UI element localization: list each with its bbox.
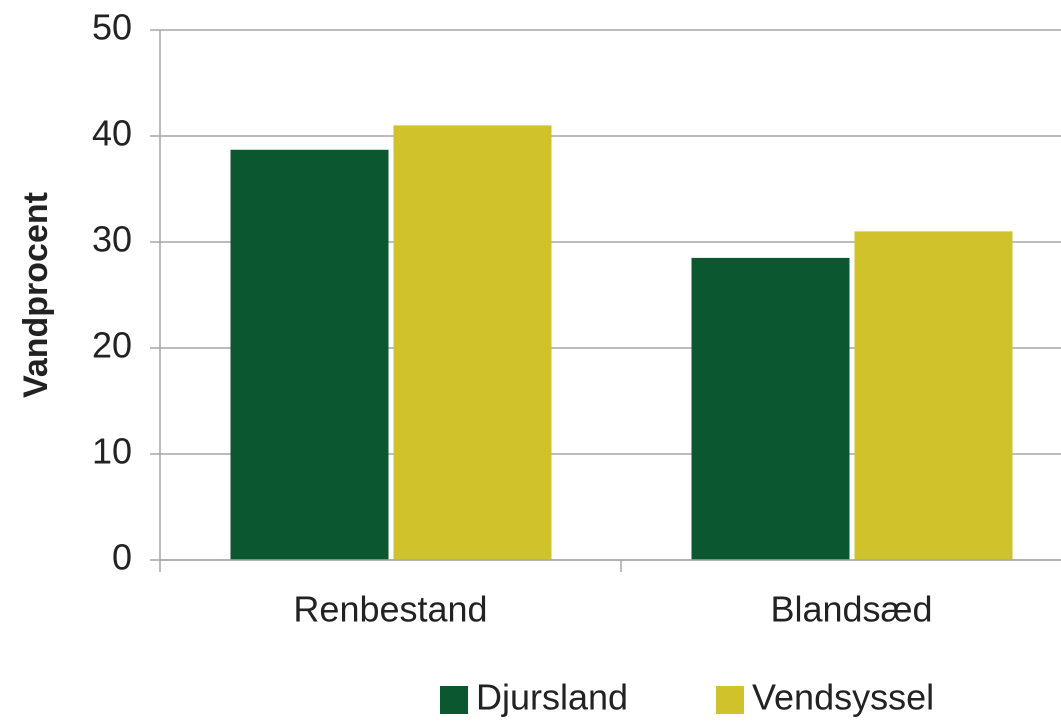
x-tick-label: Blandsæd <box>770 589 932 630</box>
bar <box>230 149 389 560</box>
legend-swatch <box>440 686 468 714</box>
y-tick-label: 50 <box>92 7 132 48</box>
y-tick-label: 0 <box>112 537 132 578</box>
bar <box>691 257 850 560</box>
y-tick-label: 30 <box>92 219 132 260</box>
bar <box>854 231 1013 560</box>
y-tick-label: 10 <box>92 431 132 472</box>
legend-label: Vendsyssel <box>752 677 934 718</box>
legend-label: Djursland <box>476 677 628 718</box>
y-tick-label: 40 <box>92 113 132 154</box>
x-tick-label: Renbestand <box>293 589 487 630</box>
y-axis-label: Vandprocent <box>17 192 55 398</box>
legend-swatch <box>716 686 744 714</box>
bar <box>393 125 552 561</box>
y-tick-label: 20 <box>92 325 132 366</box>
